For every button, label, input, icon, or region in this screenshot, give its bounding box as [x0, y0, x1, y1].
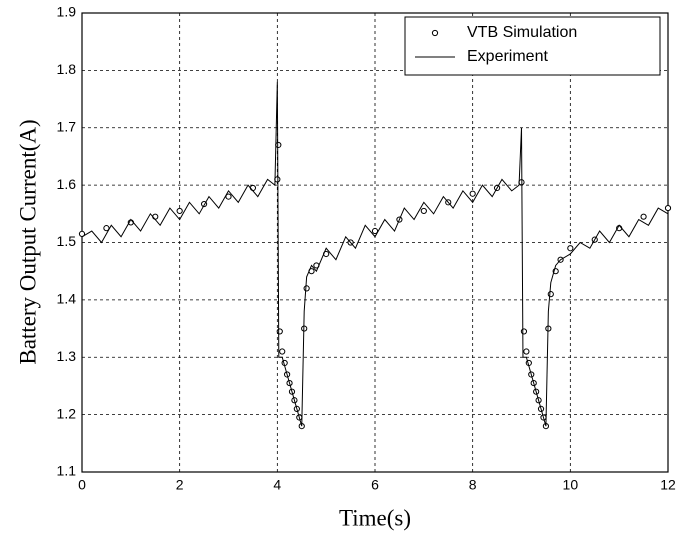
- legend-label: Experiment: [467, 48, 548, 65]
- y-tick-label: 1.5: [57, 233, 77, 249]
- sim-point: [523, 348, 530, 355]
- experiment-line: [81, 81, 669, 427]
- sim-point: [640, 213, 647, 220]
- sim-point: [303, 285, 310, 292]
- sim-point: [547, 291, 554, 298]
- y-tick-label: 1.3: [57, 348, 77, 364]
- sim-point: [371, 227, 379, 235]
- x-tick-label: 6: [371, 477, 379, 493]
- x-axis-label: Time(s): [339, 505, 411, 530]
- legend-label: VTB Simulation: [467, 24, 577, 41]
- sim-point: [275, 141, 282, 149]
- y-tick-label: 1.9: [57, 4, 77, 20]
- legend-box: [404, 16, 661, 76]
- sim-point: [520, 328, 528, 335]
- x-tick-label: 12: [660, 477, 676, 493]
- sim-point: [276, 328, 283, 335]
- y-tick-label: 1.1: [57, 463, 77, 479]
- y-tick-label: 1.7: [57, 118, 77, 134]
- x-tick-label: 10: [563, 477, 579, 493]
- sim-point: [103, 225, 110, 232]
- sim-point: [176, 207, 183, 215]
- sim-point: [420, 207, 427, 215]
- sim-point: [567, 245, 574, 252]
- x-tick-label: 0: [78, 477, 86, 493]
- x-tick-label: 8: [469, 477, 477, 493]
- y-tick-label: 1.2: [57, 405, 77, 421]
- sim-point: [469, 190, 476, 197]
- sim-point: [279, 348, 286, 355]
- legend-swatch: [431, 29, 439, 37]
- sim-point: [664, 204, 672, 212]
- y-tick-label: 1.4: [57, 291, 77, 307]
- y-axis-label: Battery Output Current(A): [15, 119, 40, 364]
- x-tick-label: 2: [176, 477, 184, 493]
- sim-point: [225, 193, 232, 200]
- x-tick-label: 4: [273, 477, 281, 493]
- y-tick-label: 1.6: [57, 176, 77, 192]
- y-tick-label: 1.8: [57, 61, 77, 77]
